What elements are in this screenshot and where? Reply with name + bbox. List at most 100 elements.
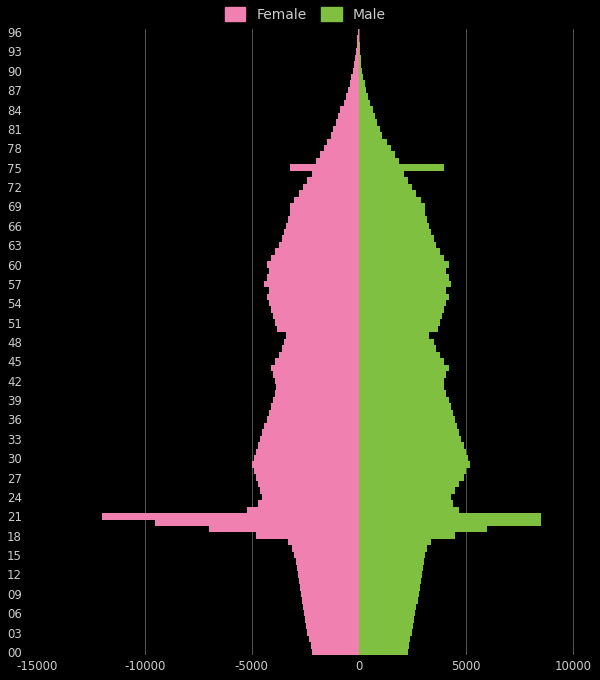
Bar: [359, 126, 380, 132]
Bar: [359, 649, 408, 656]
Bar: [359, 158, 400, 165]
Bar: [359, 591, 419, 597]
Bar: [359, 377, 445, 384]
Bar: [273, 397, 359, 403]
Bar: [299, 190, 359, 197]
Bar: [301, 591, 359, 597]
Bar: [271, 403, 359, 410]
Bar: [300, 584, 359, 591]
Bar: [359, 597, 418, 604]
Bar: [307, 630, 359, 636]
Bar: [359, 242, 436, 248]
Bar: [306, 623, 359, 630]
Bar: [269, 300, 359, 307]
Bar: [359, 132, 382, 139]
Bar: [296, 565, 359, 571]
Bar: [359, 539, 431, 545]
Bar: [359, 261, 449, 268]
Bar: [359, 320, 440, 326]
Bar: [359, 468, 466, 475]
Legend: Female, Male: Female, Male: [219, 1, 391, 27]
Bar: [266, 294, 359, 300]
Bar: [254, 455, 359, 462]
Bar: [359, 630, 412, 636]
Bar: [290, 209, 359, 216]
Bar: [359, 281, 451, 287]
Bar: [336, 119, 359, 126]
Bar: [307, 177, 359, 184]
Bar: [359, 520, 541, 526]
Bar: [359, 67, 362, 74]
Bar: [359, 171, 404, 177]
Bar: [254, 468, 359, 475]
Bar: [298, 571, 359, 578]
Bar: [262, 494, 359, 500]
Bar: [275, 390, 359, 397]
Bar: [290, 165, 359, 171]
Bar: [359, 345, 436, 352]
Bar: [299, 578, 359, 584]
Bar: [359, 526, 487, 532]
Bar: [359, 390, 446, 397]
Bar: [251, 462, 359, 468]
Bar: [350, 80, 359, 87]
Bar: [281, 345, 359, 352]
Bar: [357, 41, 359, 48]
Bar: [359, 494, 451, 500]
Bar: [258, 500, 359, 507]
Bar: [359, 48, 360, 54]
Bar: [359, 333, 430, 339]
Bar: [356, 48, 359, 54]
Bar: [359, 507, 460, 513]
Bar: [353, 67, 359, 74]
Bar: [359, 481, 460, 488]
Bar: [359, 177, 408, 184]
Bar: [311, 643, 359, 649]
Bar: [359, 294, 449, 300]
Bar: [266, 274, 359, 281]
Bar: [359, 449, 466, 455]
Bar: [281, 235, 359, 242]
Bar: [359, 203, 425, 209]
Bar: [265, 281, 359, 287]
Bar: [269, 268, 359, 274]
Bar: [359, 87, 366, 93]
Bar: [288, 216, 359, 222]
Bar: [359, 513, 541, 520]
Bar: [359, 268, 446, 274]
Bar: [290, 203, 359, 209]
Bar: [359, 152, 395, 158]
Bar: [258, 442, 359, 449]
Bar: [359, 410, 453, 416]
Bar: [359, 532, 455, 539]
Bar: [284, 339, 359, 345]
Bar: [260, 436, 359, 442]
Bar: [266, 416, 359, 423]
Bar: [359, 235, 434, 242]
Bar: [265, 423, 359, 429]
Bar: [320, 152, 359, 158]
Bar: [295, 552, 359, 558]
Bar: [359, 610, 415, 617]
Bar: [359, 113, 375, 119]
Bar: [359, 358, 445, 364]
Bar: [280, 242, 359, 248]
Bar: [359, 216, 427, 222]
Bar: [359, 80, 365, 87]
Bar: [266, 261, 359, 268]
Bar: [359, 255, 445, 261]
Bar: [304, 610, 359, 617]
Bar: [275, 358, 359, 364]
Bar: [359, 61, 361, 67]
Bar: [359, 352, 440, 358]
Bar: [275, 248, 359, 255]
Bar: [286, 333, 359, 339]
Bar: [276, 384, 359, 390]
Bar: [326, 139, 359, 145]
Bar: [359, 584, 420, 591]
Bar: [359, 423, 457, 429]
Bar: [351, 74, 359, 80]
Bar: [280, 352, 359, 358]
Bar: [273, 313, 359, 320]
Bar: [260, 488, 359, 494]
